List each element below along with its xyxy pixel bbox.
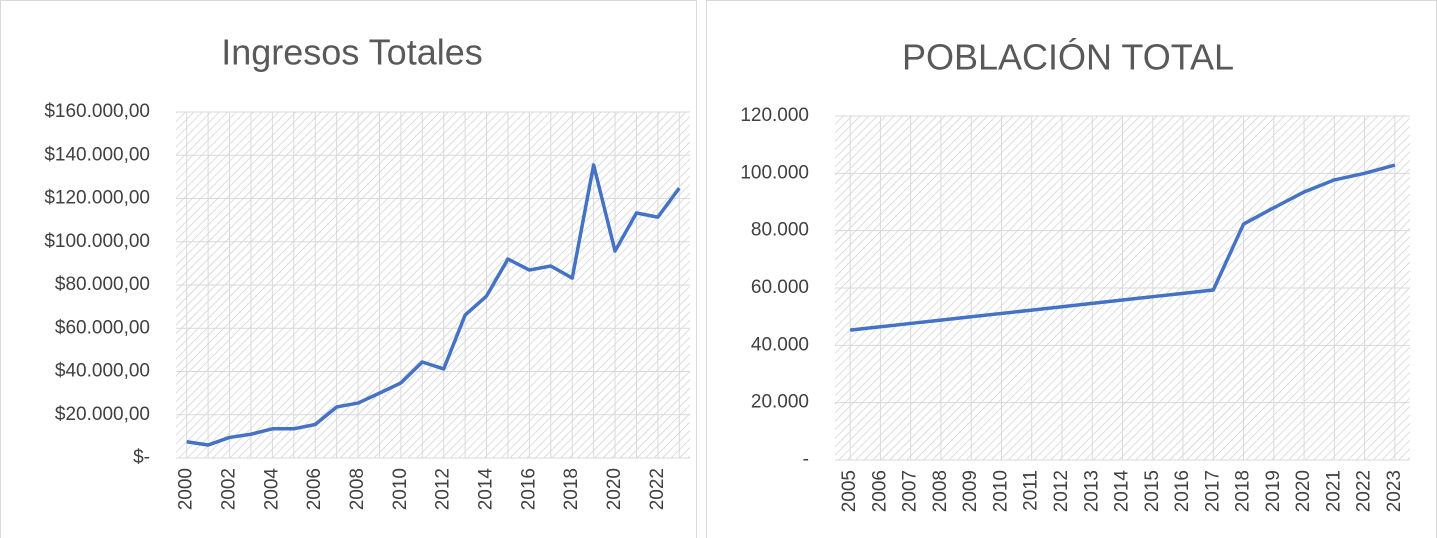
- x-tick-label: 2017: [1202, 470, 1223, 512]
- y-tick-label: $20.000,00: [55, 404, 150, 425]
- x-tick-label: 2012: [1051, 470, 1072, 512]
- x-tick-label: 2010: [390, 468, 411, 510]
- y-tick-label: 100.000: [740, 162, 809, 183]
- chart-title: Ingresos Totales: [221, 32, 483, 73]
- x-tick-label: 2018: [561, 468, 582, 510]
- x-tick-label: 2018: [1233, 470, 1254, 512]
- x-tick-label: 2014: [1112, 470, 1133, 513]
- x-tick-label: 2023: [1384, 470, 1405, 512]
- x-tick-label: 2011: [1021, 470, 1042, 511]
- x-tick-label: 2010: [990, 470, 1011, 512]
- y-tick-label: 80.000: [751, 220, 809, 241]
- chart-title: POBLACIÓN TOTAL: [902, 37, 1234, 78]
- x-tick-label: 2016: [518, 468, 539, 510]
- y-tick-label: -: [803, 449, 809, 470]
- x-tick-label: 2012: [433, 468, 454, 510]
- y-tick-label: 120.000: [740, 105, 809, 126]
- x-tick-label: 2022: [1354, 470, 1375, 512]
- y-tick-label: 60.000: [751, 277, 809, 298]
- x-tick-label: 2008: [930, 470, 951, 512]
- y-tick-label: $160.000,00: [44, 101, 150, 122]
- x-tick-label: 2020: [604, 468, 625, 510]
- x-tick-label: 2019: [1263, 470, 1284, 512]
- x-tick-label: 2005: [839, 470, 860, 512]
- y-tick-label: $60.000,00: [55, 317, 150, 338]
- y-tick-label: 20.000: [751, 392, 809, 413]
- x-tick-label: 2015: [1142, 470, 1163, 512]
- x-tick-label: 2007: [900, 470, 921, 512]
- x-tick-label: 2006: [869, 470, 890, 512]
- x-tick-label: 2008: [347, 468, 368, 510]
- y-tick-label: $-: [133, 447, 150, 468]
- x-tick-label: 2014: [476, 468, 497, 511]
- y-tick-label: $140.000,00: [44, 144, 150, 165]
- x-tick-label: 2009: [960, 470, 981, 512]
- y-tick-label: $40.000,00: [55, 361, 150, 382]
- y-tick-label: 40.000: [751, 334, 809, 355]
- x-tick-label: 2022: [647, 468, 668, 510]
- line-series: [186, 163, 681, 447]
- line-series: [849, 163, 1396, 332]
- x-tick-label: 2002: [219, 468, 240, 510]
- y-tick-label: $120.000,00: [44, 188, 150, 209]
- y-tick-label: $80.000,00: [55, 274, 150, 295]
- x-tick-label: 2006: [304, 468, 325, 510]
- x-tick-label: 2020: [1293, 470, 1314, 512]
- x-tick-label: 2021: [1323, 470, 1344, 512]
- x-tick-label: 2013: [1081, 470, 1102, 512]
- y-tick-label: $100.000,00: [44, 231, 150, 252]
- x-tick-label: 2000: [176, 468, 197, 510]
- x-tick-label: 2016: [1172, 470, 1193, 512]
- x-tick-label: 2004: [261, 468, 282, 511]
